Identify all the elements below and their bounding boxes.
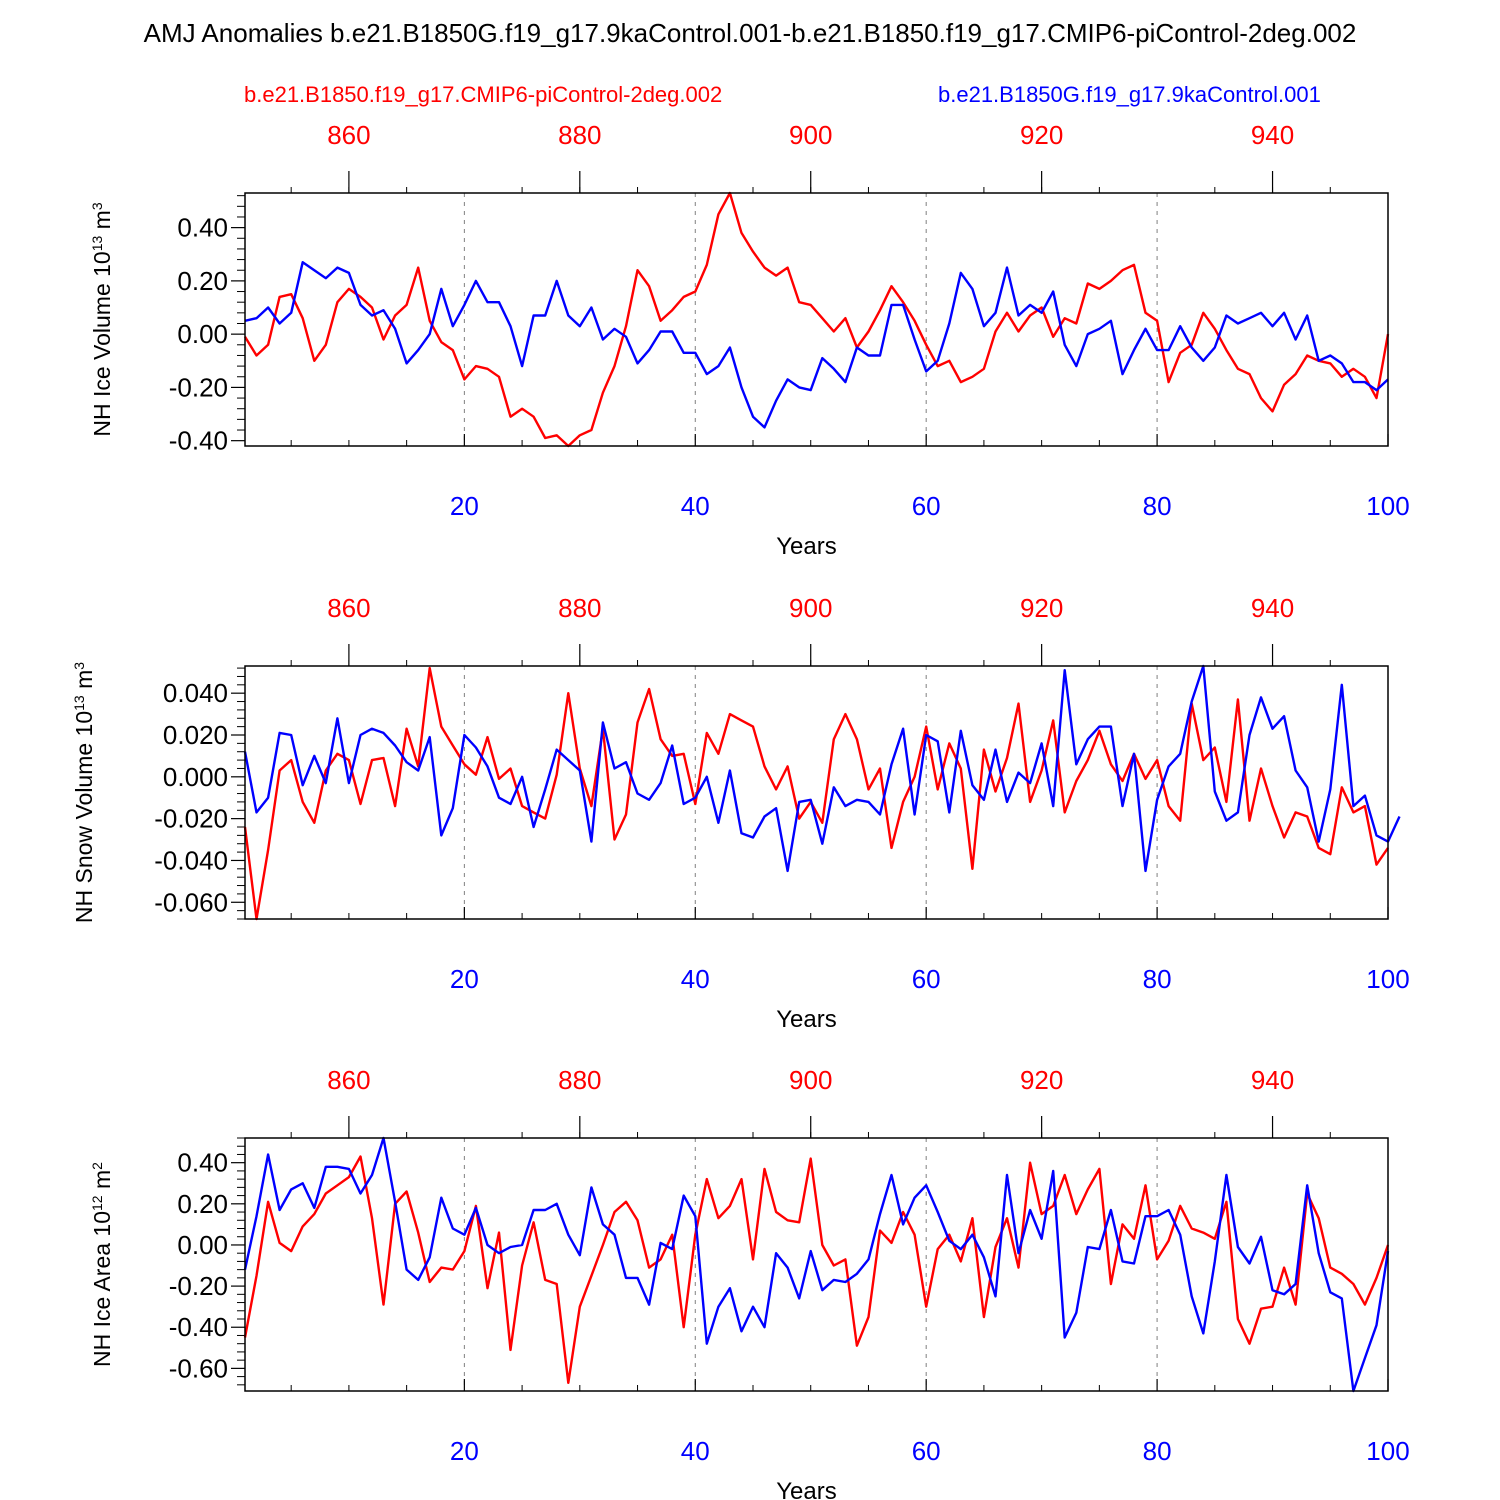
y-tick-label: -0.020	[154, 804, 228, 834]
x-tick-label-top: 880	[558, 120, 601, 150]
y-axis-title-superscript: 3	[89, 202, 105, 210]
x-tick-label-bottom: 80	[1143, 1436, 1172, 1466]
series-line-red	[243, 191, 1390, 448]
x-tick-label-bottom: 60	[912, 491, 941, 521]
x-tick-label-bottom: 100	[1366, 1436, 1409, 1466]
legend-blue-label: b.e21.B1850G.f19_g17.9kaControl.001	[938, 82, 1321, 107]
series-line-blue	[243, 664, 1401, 873]
y-axis-title-part: m	[89, 210, 115, 236]
x-axis-title: Years	[776, 1006, 837, 1033]
x-tick-label-top: 940	[1251, 120, 1294, 150]
y-axis-title-part: m	[89, 1170, 115, 1196]
x-axis-title: Years	[776, 533, 837, 560]
y-axis-title-superscript: 13	[71, 695, 87, 711]
x-tick-label-top: 940	[1251, 593, 1294, 623]
y-axis-title-part: NH Ice Area 10	[89, 1211, 115, 1367]
figure-title: AMJ Anomalies b.e21.B1850G.f19_g17.9kaCo…	[143, 18, 1357, 48]
series-line-red	[243, 666, 1389, 921]
x-tick-label-top: 900	[789, 593, 832, 623]
x-tick-label-top: 920	[1020, 120, 1063, 150]
y-tick-label: -0.40	[169, 1312, 228, 1342]
x-axis-title: Years	[776, 1478, 837, 1500]
x-tick-label-top: 860	[327, 120, 370, 150]
y-axis-title-superscript: 2	[89, 1162, 105, 1170]
plot-frame	[244, 1137, 1389, 1392]
panel-1: 20 40 60 80 100 860 880 900 920 940 Years -0.40 -0.2…	[89, 120, 1410, 560]
y-tick-label: 0.20	[177, 266, 228, 296]
legend-red-label: b.e21.B1850.f19_g17.CMIP6-piControl-2deg…	[244, 82, 723, 107]
x-tick-label-top: 900	[789, 120, 832, 150]
y-axis-title: NH Ice Area 1012 m2	[89, 1162, 115, 1367]
y-tick-label: 0.20	[177, 1189, 228, 1219]
y-tick-label: -0.40	[169, 426, 228, 456]
series-line-red	[243, 1155, 1390, 1385]
x-tick-label-bottom: 80	[1143, 964, 1172, 994]
y-tick-label: 0.000	[163, 762, 228, 792]
y-tick-label: 0.00	[177, 319, 228, 349]
x-tick-label-top: 880	[558, 593, 601, 623]
y-tick-label: 0.040	[163, 678, 228, 708]
x-tick-label-bottom: 40	[681, 964, 710, 994]
y-axis-title-part: m	[71, 670, 97, 696]
y-tick-label: -0.60	[169, 1353, 228, 1383]
panel-2: 20 40 60 80 100 860 880 900 920 940 Years -0.060 -0.…	[71, 593, 1410, 1033]
y-tick-label: -0.20	[169, 372, 228, 402]
x-tick-label-bottom: 60	[912, 1436, 941, 1466]
plot-frame	[244, 192, 1389, 447]
x-tick-label-top: 940	[1251, 1065, 1294, 1095]
x-tick-label-top: 860	[327, 1065, 370, 1095]
y-axis-title-part: NH Snow Volume 10	[71, 711, 97, 923]
y-tick-label: 0.40	[177, 213, 228, 243]
x-tick-label-bottom: 40	[681, 491, 710, 521]
plot-frame	[244, 665, 1389, 920]
x-tick-label-bottom: 60	[912, 964, 941, 994]
series-line-blue	[244, 261, 1389, 429]
x-tick-label-top: 860	[327, 593, 370, 623]
x-tick-label-bottom: 100	[1366, 491, 1409, 521]
y-axis-title-superscript: 13	[89, 235, 105, 251]
x-tick-label-top: 900	[789, 1065, 832, 1095]
panel-3: 20 40 60 80 100 860 880 900 920 940 Years -0.60 -0.4…	[89, 1065, 1410, 1500]
x-tick-label-bottom: 20	[450, 491, 479, 521]
x-tick-label-bottom: 40	[681, 1436, 710, 1466]
x-tick-label-bottom: 20	[450, 964, 479, 994]
y-tick-label: -0.040	[154, 845, 228, 875]
y-tick-label: 0.020	[163, 720, 228, 750]
x-tick-label-top: 920	[1020, 1065, 1063, 1095]
series-line-blue	[243, 1136, 1390, 1393]
y-axis-title-superscript: 3	[71, 662, 87, 670]
x-tick-label-bottom: 100	[1366, 964, 1409, 994]
x-tick-label-top: 920	[1020, 593, 1063, 623]
y-axis-title: NH Snow Volume 1013 m3	[71, 662, 97, 923]
x-tick-label-bottom: 20	[450, 1436, 479, 1466]
y-axis-title: NH Ice Volume 1013 m3	[89, 202, 115, 437]
y-axis-title-part: NH Ice Volume 10	[89, 251, 115, 436]
x-tick-label-bottom: 80	[1143, 491, 1172, 521]
y-axis-title-superscript: 12	[89, 1195, 105, 1211]
y-tick-label: 0.00	[177, 1230, 228, 1260]
y-tick-label: 0.40	[177, 1148, 228, 1178]
y-tick-label: -0.20	[169, 1271, 228, 1301]
x-tick-label-top: 880	[558, 1065, 601, 1095]
y-tick-label: -0.060	[154, 887, 228, 917]
